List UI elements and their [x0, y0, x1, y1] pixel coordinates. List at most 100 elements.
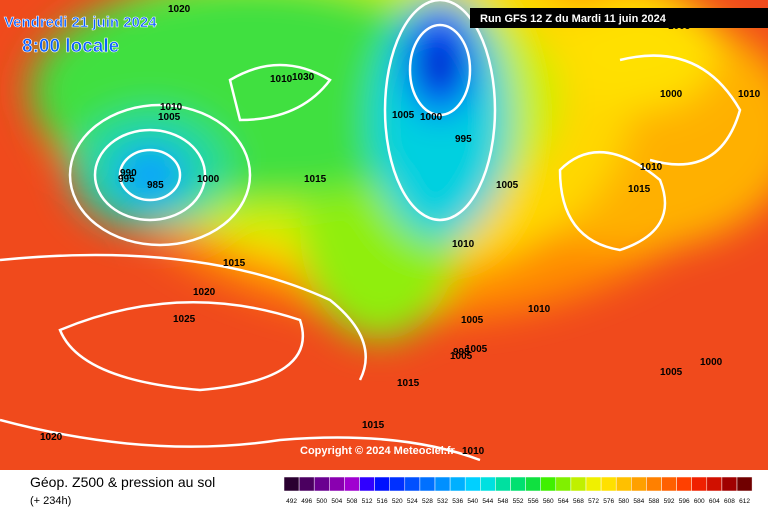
scale-swatch: [691, 476, 708, 492]
isobar-label: 1005: [660, 367, 683, 378]
isobar-label: 1005: [450, 351, 473, 362]
scale-label: 500: [316, 498, 327, 505]
isobar-label: 985: [147, 180, 164, 191]
isobar-label: 1015: [223, 258, 246, 269]
field: [0, 0, 768, 470]
scale-label: 516: [377, 498, 388, 505]
scale-label: 556: [528, 498, 539, 505]
isobar-label: 1000: [700, 357, 723, 368]
scale-label: 588: [649, 498, 660, 505]
scale-label: 596: [679, 498, 690, 505]
isobar-label: 1010: [640, 162, 663, 173]
scale-label: 520: [392, 498, 403, 505]
scale-label: 592: [664, 498, 675, 505]
scale-label: 532: [437, 498, 448, 505]
scale-swatch: [631, 476, 647, 492]
scale-label: 492: [286, 498, 297, 505]
scale-label: 528: [422, 498, 433, 505]
date: Vendredi 21 juin 2024: [4, 14, 157, 31]
scale-label: 536: [452, 498, 463, 505]
scale-label: 568: [573, 498, 584, 505]
isobar-label: 1020: [168, 4, 191, 15]
scale-swatch: [540, 476, 557, 492]
isobar-label: 1010: [160, 102, 183, 113]
scale-label: 552: [513, 498, 524, 505]
scale-label: 576: [603, 498, 614, 505]
footer-subtitle: (+ 234h): [30, 495, 71, 507]
scale-swatch: [661, 476, 677, 492]
scale-label: 572: [588, 498, 599, 505]
scale-swatch: [344, 476, 360, 492]
scale-label: 548: [498, 498, 509, 505]
isobar-label: 1020: [193, 287, 216, 298]
scale-swatch: [525, 476, 541, 492]
isobar-label: 990: [120, 168, 137, 179]
isobar-label: 1000: [197, 174, 220, 185]
isobar-label: 1010: [738, 89, 761, 100]
scale-swatch: [389, 476, 406, 492]
footer-title: Géop. Z500 & pression au sol: [30, 474, 215, 490]
scale-swatch: [570, 476, 587, 492]
scale-swatch: [706, 476, 723, 492]
isobar-label: 995: [453, 347, 470, 358]
scale-swatch: [434, 476, 451, 492]
isobar-label: 1015: [397, 378, 420, 389]
isobar-label: 1005: [461, 315, 484, 326]
scale-label: 496: [301, 498, 312, 505]
scale-label: 608: [724, 498, 735, 505]
scale-swatch: [510, 476, 526, 492]
run-info: Run GFS 12 Z du Mardi 11 juin 2024: [480, 13, 667, 25]
scale-swatch: [721, 476, 738, 492]
scale-label: 564: [558, 498, 569, 505]
isobar-label: 1010: [462, 446, 485, 457]
isobar-label: 1010: [452, 239, 475, 250]
scale-label: 524: [407, 498, 418, 505]
scale-swatch: [419, 476, 436, 492]
isobar-label: 1030: [292, 72, 315, 83]
isobar-label: 1005: [496, 180, 519, 191]
copyright: Copyright © 2024 Meteociel.fr: [300, 445, 456, 457]
scale-label: 504: [331, 498, 342, 505]
scale-label: 560: [543, 498, 554, 505]
scale-swatch: [480, 476, 496, 492]
isobar-label: 1015: [304, 174, 327, 185]
isobar-label: 1015: [628, 184, 651, 195]
scale-swatch: [495, 476, 511, 492]
scale-swatch: [736, 476, 753, 492]
scale-swatch: [313, 476, 330, 492]
isobar-label: 1005: [465, 344, 488, 355]
isobar-label: 1010: [270, 74, 293, 85]
isobar-label: 995: [455, 134, 472, 145]
isobar-label: 1000: [660, 89, 683, 100]
isobar-label: 995: [118, 174, 135, 185]
scale-swatch: [298, 476, 315, 492]
scale-swatch: [449, 476, 466, 492]
scale-swatch: [283, 476, 300, 492]
scale-swatch: [646, 476, 662, 492]
scale-label: 580: [618, 498, 629, 505]
scale-label: 508: [347, 498, 358, 505]
scale-swatch: [676, 476, 692, 492]
scale-swatch: [359, 476, 375, 492]
scale-swatch: [555, 476, 572, 492]
time: 8:00 locale: [22, 36, 119, 57]
isobars: [0, 0, 742, 462]
scale-label: 604: [709, 498, 720, 505]
scale-swatch: [600, 476, 617, 492]
scale-label: 540: [467, 498, 478, 505]
scale-label: 584: [633, 498, 644, 505]
isobar-label: 1005: [668, 21, 691, 32]
scale-swatch: [329, 476, 345, 492]
isobar-label: 1025: [173, 314, 196, 325]
isobar-label: 1010: [528, 304, 551, 315]
scale-swatch: [464, 476, 481, 492]
scale-label: 544: [482, 498, 493, 505]
isobar-label: 1020: [40, 432, 63, 443]
scale-label: 512: [362, 498, 373, 505]
scale-swatch: [404, 476, 421, 492]
scale-label: 600: [694, 498, 705, 505]
isobar-label: 1005: [392, 110, 415, 121]
scale-swatch: [615, 476, 632, 492]
scale-swatch: [374, 476, 390, 492]
